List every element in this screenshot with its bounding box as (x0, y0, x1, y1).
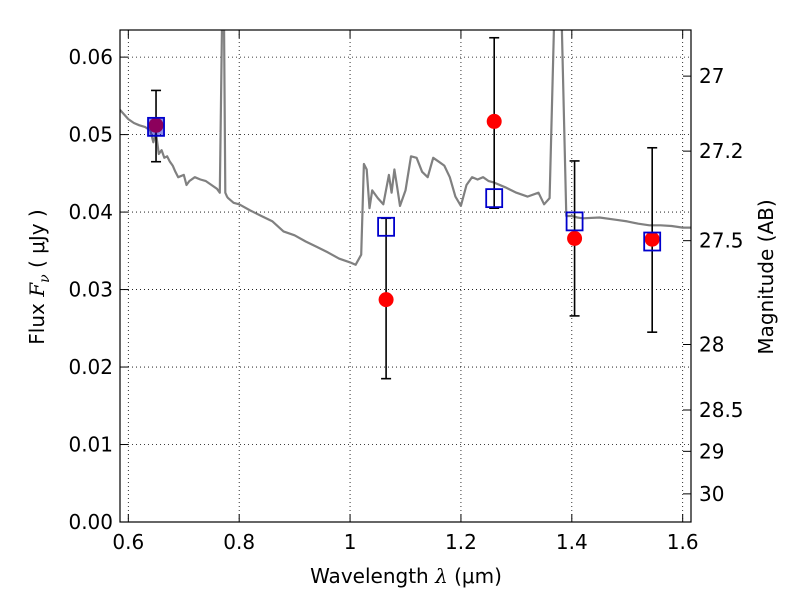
observed-flux-point (567, 230, 583, 246)
observed-flux-point (148, 117, 164, 133)
model-flux-square (565, 211, 584, 232)
y2-tick-label: 28 (699, 332, 724, 356)
x-tick-label: 1.2 (445, 530, 477, 554)
y-tick-label: 0.02 (68, 355, 113, 379)
plot-frame (119, 29, 692, 523)
x-axis-title: Wavelength λ (μm) (310, 564, 502, 588)
x-tick-label: 1.4 (556, 530, 588, 554)
plot-area (120, 30, 691, 380)
model-flux-square (643, 231, 662, 252)
grid (120, 30, 691, 523)
y-tick-label: 0.00 (68, 510, 113, 534)
y-axis-title: Flux Fν ( μJy ) (25, 209, 53, 344)
x-tick-label: 1.6 (667, 530, 699, 554)
y2-tick-label: 27 (699, 64, 724, 88)
model-flux-square (377, 216, 395, 237)
y2-axis-title: Magnitude (AB) (754, 199, 778, 354)
x-tick-label: 0.8 (223, 530, 255, 554)
y2-tick-label: 28.5 (699, 398, 744, 422)
y2-tick-label: 29 (699, 439, 724, 463)
observed-flux-point (486, 113, 502, 129)
model-flux-square (147, 116, 165, 137)
y-tick-label: 0.03 (68, 278, 113, 302)
y-tick-label: 0.06 (68, 45, 113, 69)
axis-ticks: 0.6 0.8 1 1.2 1.4 1.6 0.00 0.01 0.02 0.03 0.04 0.05… (68, 30, 744, 554)
y2-tick-label: 30 (699, 482, 724, 506)
observed-flux-point (644, 231, 660, 247)
model-flux-square (485, 188, 504, 209)
x-tick-label: 0.6 (112, 530, 144, 554)
observed-flux-point (378, 292, 394, 308)
x-tick-label: 1 (344, 530, 357, 554)
y-tick-label: 0.05 (68, 123, 113, 147)
y-tick-label: 0.04 (68, 200, 113, 224)
y-tick-label: 0.01 (68, 433, 113, 457)
y2-tick-label: 27.5 (699, 229, 744, 253)
model-spectrum-line (120, 30, 691, 266)
y2-tick-label: 27.2 (699, 139, 744, 163)
